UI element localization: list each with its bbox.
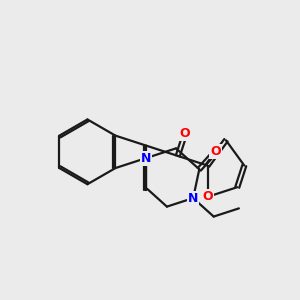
Text: N: N: [188, 192, 198, 205]
Text: N: N: [141, 152, 152, 164]
Text: O: O: [210, 145, 220, 158]
Text: O: O: [202, 190, 213, 203]
Text: O: O: [180, 127, 190, 140]
